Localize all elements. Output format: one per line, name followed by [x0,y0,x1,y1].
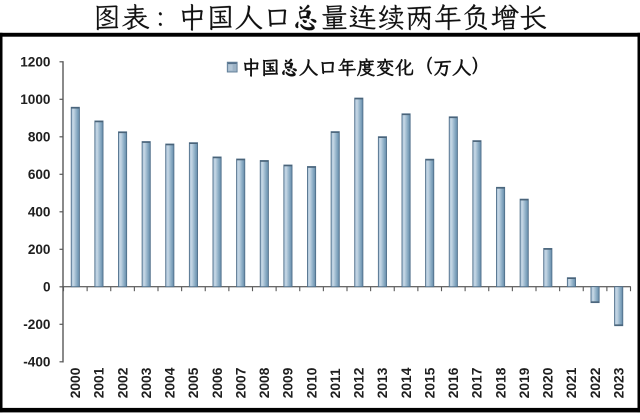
svg-text:-200: -200 [23,317,50,332]
svg-text:2016: 2016 [446,367,461,398]
svg-text:400: 400 [28,205,51,220]
svg-text:2002: 2002 [115,367,130,398]
svg-text:2007: 2007 [233,367,248,398]
svg-text:2008: 2008 [257,367,272,398]
svg-text:2011: 2011 [328,368,343,398]
svg-text:2009: 2009 [281,367,296,398]
svg-text:-400: -400 [23,355,50,370]
svg-text:2015: 2015 [423,367,438,398]
svg-text:1000: 1000 [20,92,50,107]
svg-text:2012: 2012 [352,367,367,398]
svg-text:1200: 1200 [20,55,50,70]
svg-text:200: 200 [28,242,51,257]
svg-text:2021: 2021 [564,367,579,398]
svg-text:2006: 2006 [210,367,225,398]
svg-text:2022: 2022 [588,367,603,398]
svg-text:2013: 2013 [375,367,390,398]
svg-text:2001: 2001 [92,367,107,398]
svg-text:2020: 2020 [541,367,556,398]
svg-text:600: 600 [28,167,51,182]
svg-text:2014: 2014 [399,367,414,398]
svg-text:800: 800 [28,130,51,145]
svg-text:2023: 2023 [612,367,627,398]
svg-text:2000: 2000 [68,367,83,398]
svg-text:2018: 2018 [493,367,508,398]
svg-text:2003: 2003 [139,367,154,398]
svg-text:2004: 2004 [163,367,178,398]
svg-text:0: 0 [43,280,51,295]
svg-text:2005: 2005 [186,367,201,398]
svg-text:2017: 2017 [470,367,485,398]
svg-text:2010: 2010 [304,367,319,398]
svg-text:2019: 2019 [517,367,532,398]
